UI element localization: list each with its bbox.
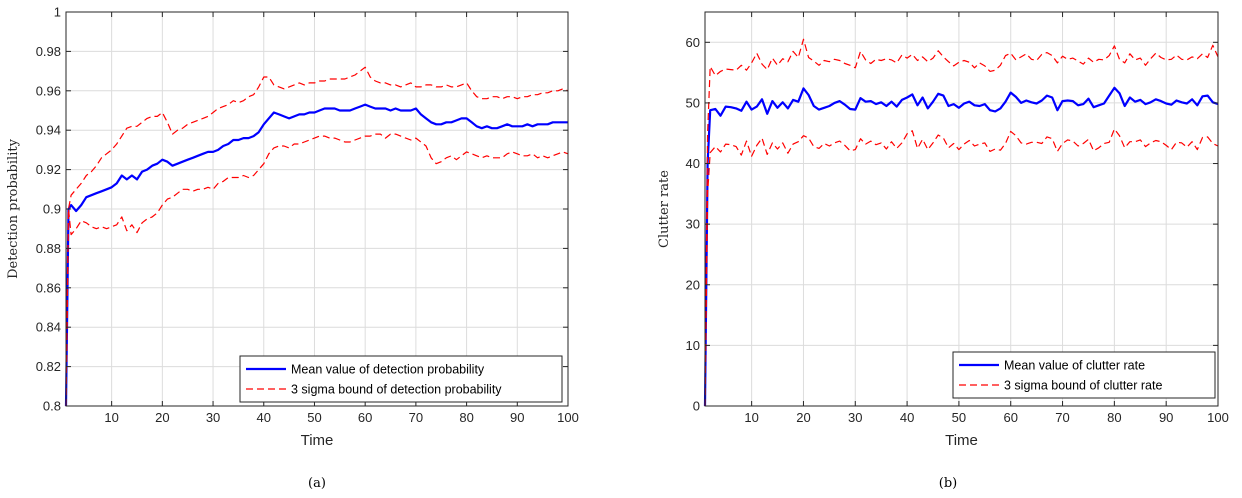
chart-a-legend-box [239, 355, 563, 403]
chart-a-xtick-label: 100 [557, 410, 579, 425]
chart-a-xtick-label: 20 [155, 410, 169, 425]
chart-b-legend-box [952, 351, 1216, 399]
chart-a-series-1-line [65, 66, 569, 407]
chart-a-series-0-line [64, 103, 568, 407]
chart-a-legend: Mean value of detection probability 3 sig… [239, 355, 563, 403]
chart-b-xtick-label: 30 [848, 410, 862, 425]
chart-a-xtick-label: 50 [307, 410, 321, 425]
chart-a-ytick-label: 0.86 [36, 280, 61, 295]
chart-a-legend-entry-0: Mean value of detection probability [291, 363, 485, 377]
chart-b-ytick-label: 40 [686, 156, 700, 171]
chart-a-ytick-label: 0.88 [36, 241, 61, 256]
chart-b-series-1-line [704, 38, 1219, 407]
chart-a-xtick-label: 80 [459, 410, 473, 425]
chart-b-ytick-label: 0 [693, 399, 700, 414]
chart-b-ytick-label: 20 [686, 277, 700, 292]
chart-b-legend: Mean value of clutter rate 3 sigma bound … [952, 351, 1216, 399]
chart-b-ytick-label: 30 [686, 217, 700, 232]
chart-b-xtick-label: 20 [796, 410, 810, 425]
chart-b-ytick-label: 60 [686, 35, 700, 50]
chart-a-xlabel: Time [301, 432, 334, 449]
chart-a-xtick-label: 70 [409, 410, 423, 425]
chart-a-xtick-label: 10 [104, 410, 118, 425]
chart-a-ytick-label: 0.98 [36, 44, 61, 59]
chart-a-detection-probability: 10 20 30 40 50 60 70 80 90 100 0.8 0.82 0.84 0.86 0.88… [6, 5, 579, 492]
chart-a-ytick-label: 0.92 [36, 162, 61, 177]
chart-b-ylabel: Clutter rate [657, 170, 672, 248]
chart-b-xtick-label: 50 [952, 410, 966, 425]
chart-b-caption: (b) [939, 476, 957, 491]
chart-b-xtick-label: 60 [1003, 410, 1017, 425]
chart-b-ytick-label: 10 [686, 338, 700, 353]
chart-a-xtick-label: 90 [510, 410, 524, 425]
chart-b-axes-box [704, 11, 1219, 407]
chart-b-ytick-label: 50 [686, 95, 700, 110]
chart-a-ytick-label: 0.8 [43, 399, 61, 414]
chart-a-caption: (a) [308, 476, 326, 491]
chart-b-legend-entry-0: Mean value of clutter rate [1004, 359, 1145, 373]
chart-a-series-2-line [65, 133, 569, 407]
chart-a-xtick-label: 60 [358, 410, 372, 425]
chart-b-clutter-rate: 10 20 30 40 50 60 70 80 90 100 0 10 20 30 40 50 60 Time Cl… [657, 11, 1229, 491]
chart-b-xtick-label: 10 [744, 410, 758, 425]
chart-b-xtick-label: 40 [900, 410, 914, 425]
chart-b-xtick-label: 80 [1107, 410, 1121, 425]
chart-a-ylabel: Detection probability [6, 138, 21, 278]
chart-a-legend-entry-1: 3 sigma bound of detection probability [291, 383, 502, 397]
chart-a-ytick-label: 0.94 [36, 123, 61, 138]
chart-b-plot-area [705, 12, 1218, 406]
chart-a-xtick-label: 40 [257, 410, 271, 425]
chart-b-legend-entry-1: 3 sigma bound of clutter rate [1004, 379, 1162, 393]
chart-b-xtick-label: 90 [1159, 410, 1173, 425]
chart-b-xlabel: Time [945, 432, 978, 449]
chart-a-ytick-label: 0.96 [36, 83, 61, 98]
chart-b-series-0-line [703, 86, 1219, 407]
chart-a-ytick-label: 0.82 [36, 359, 61, 374]
chart-b-xtick-label: 100 [1207, 410, 1229, 425]
chart-a-xtick-label: 30 [206, 410, 220, 425]
chart-a-ytick-label: 0.84 [36, 320, 61, 335]
chart-a-ytick-label: 1 [54, 5, 61, 20]
chart-b-series-2-line [704, 128, 1219, 407]
chart-b-xtick-label: 70 [1055, 410, 1069, 425]
chart-a-ytick-label: 0.9 [43, 202, 61, 217]
